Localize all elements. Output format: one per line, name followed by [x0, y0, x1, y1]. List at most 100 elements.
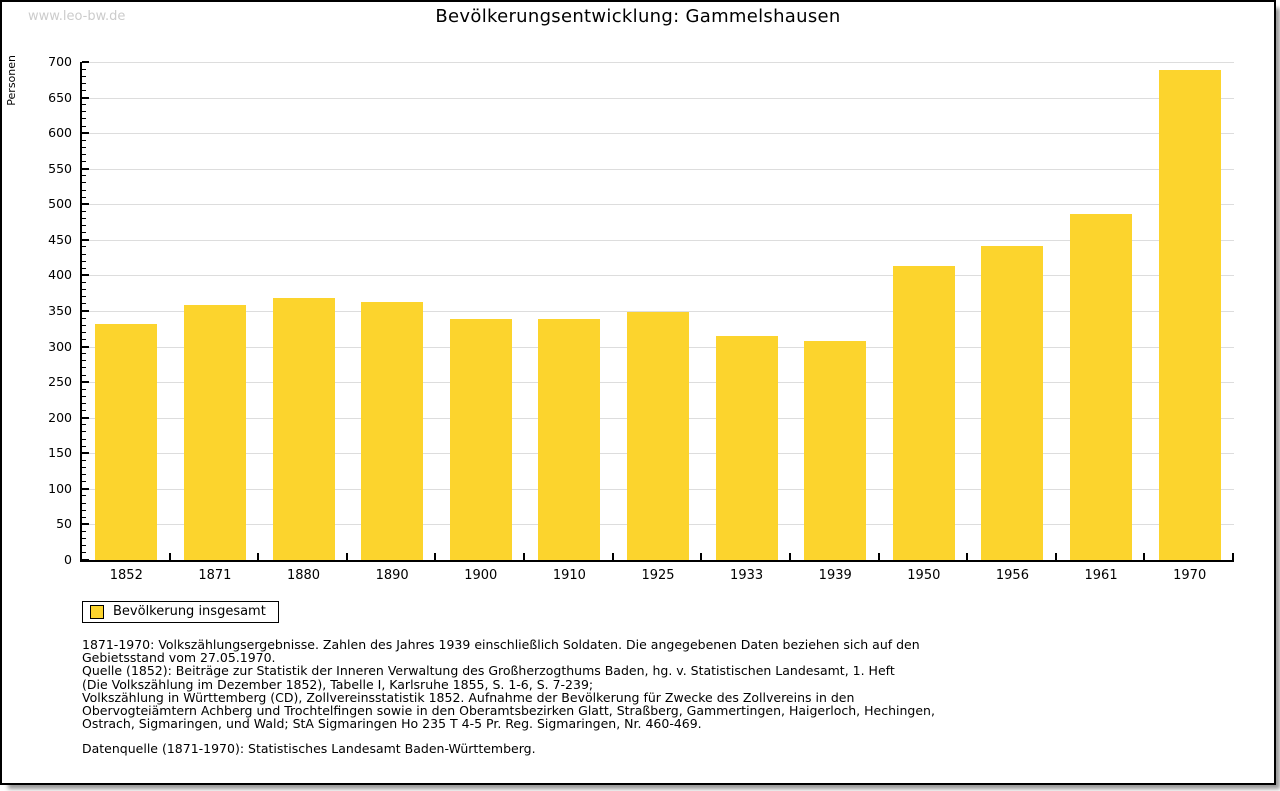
y-tick-label: 100 [48, 480, 72, 496]
y-axis-tick [82, 289, 86, 291]
x-axis-tick [257, 553, 259, 560]
y-axis-tick [82, 388, 86, 390]
y-tick-label: 550 [48, 160, 72, 176]
y-axis-tick [82, 132, 89, 135]
x-tick-label: 1939 [818, 568, 852, 583]
y-axis-tick [82, 210, 86, 212]
y-axis-tick [82, 467, 86, 469]
y-axis-tick [82, 502, 86, 504]
x-tick-label: 1933 [730, 568, 764, 583]
x-tick-label: 1852 [109, 568, 143, 583]
y-tick-label: 0 [64, 552, 72, 567]
x-tick-label: 1871 [198, 568, 232, 583]
y-axis-tick [82, 189, 86, 191]
y-axis-tick [82, 118, 86, 120]
y-axis-tick [82, 516, 86, 518]
bar-1871 [183, 305, 246, 560]
bar-1852 [95, 323, 158, 560]
y-axis-tick [82, 296, 86, 298]
x-axis-tick [878, 553, 880, 560]
y-axis-tick [82, 154, 86, 155]
y-axis-tick [82, 89, 86, 91]
y-axis-tick [82, 324, 86, 326]
x-tick-label: 1950 [907, 568, 941, 583]
y-axis-tick [82, 238, 89, 241]
footnotes: 1871-1970: Volkszählungsergebnisse. Zahl… [82, 637, 935, 732]
y-axis-tick [82, 111, 86, 113]
y-axis-tick [82, 545, 86, 547]
y-axis-tick [82, 438, 86, 440]
y-tick-label: 450 [48, 231, 72, 247]
bar-1956 [981, 245, 1044, 560]
bar-1961 [1070, 214, 1133, 560]
y-axis-tick [82, 218, 86, 220]
bar-1890 [361, 302, 424, 560]
gridline-650 [82, 97, 1234, 99]
bar-1900 [449, 318, 512, 560]
x-tick-label: 1900 [464, 568, 498, 583]
y-tick-label: 250 [48, 374, 72, 390]
x-axis-tick [789, 553, 791, 560]
y-tick-label: 700 [48, 54, 72, 69]
y-axis-tick [82, 225, 86, 227]
y-tick-label: 600 [48, 125, 72, 141]
y-axis-tick [82, 552, 86, 554]
y-axis-tick [82, 232, 86, 234]
footnote-line: (Die Volkszählung im Dezember 1852), Tab… [82, 676, 594, 692]
y-tick-label: 650 [48, 89, 72, 105]
y-axis-tick [82, 395, 86, 397]
y-axis-tick [82, 267, 86, 269]
y-axis-tick [82, 445, 86, 447]
x-axis-tick [1143, 553, 1145, 560]
x-axis-tick [523, 553, 525, 560]
y-axis-tick [82, 75, 86, 77]
x-tick-label: 1890 [375, 568, 409, 583]
gridline-450 [82, 239, 1234, 241]
y-axis-tick [82, 481, 86, 483]
x-axis-tick [1055, 553, 1057, 560]
y-axis-tick [82, 125, 86, 127]
footnote-line: Ostrach, Sigmaringen, und Wald; StA Sigm… [82, 716, 702, 732]
y-axis-tick [82, 61, 89, 63]
y-axis-tick [82, 282, 86, 284]
x-tick-label: 1880 [286, 568, 321, 583]
y-axis-tick [82, 523, 89, 526]
y-axis-tick [82, 274, 89, 277]
y-axis-tick [82, 253, 86, 255]
y-axis-tick [82, 104, 86, 106]
footnote-line: Volkszählung in Württemberg (CD), Zollve… [82, 689, 855, 705]
y-axis-tick [82, 246, 86, 248]
y-axis-tick [82, 381, 89, 384]
bar-1933 [715, 335, 778, 560]
watermark: www.leo-bw.de [28, 9, 126, 24]
y-axis-tick [82, 559, 89, 561]
y-tick-label: 400 [48, 267, 72, 283]
y-axis-tick [82, 310, 89, 312]
y-axis-tick [82, 509, 86, 511]
y-axis-tick [82, 161, 86, 163]
bar-1950 [892, 266, 955, 560]
gridline-550 [82, 168, 1234, 170]
y-axis-tick [82, 495, 86, 497]
y-axis-tick [82, 167, 89, 170]
bar-1925 [627, 312, 689, 560]
y-axis-tick [82, 403, 86, 404]
y-axis-tick [82, 203, 89, 206]
legend-swatch [90, 605, 104, 619]
x-axis-tick [1232, 553, 1234, 560]
y-axis-tick [82, 410, 86, 412]
y-tick-label: 50 [56, 516, 72, 532]
footnote-line: 1871-1970: Volkszählungsergebnisse. Zahl… [82, 637, 920, 652]
x-tick-label: 1925 [641, 568, 675, 583]
legend-label: Bevölkerung insgesamt [113, 604, 266, 619]
gridline-350 [82, 311, 1234, 312]
y-axis-tick [82, 531, 86, 533]
y-axis-tick [82, 338, 86, 340]
y-axis-tick [82, 353, 86, 355]
y-axis-tick [82, 96, 89, 99]
y-axis-tick [82, 459, 86, 461]
chart-title: Bevölkerungsentwicklung: Gammelshausen [435, 6, 841, 27]
y-tick-label: 200 [48, 409, 72, 425]
y-axis-tick [82, 345, 89, 348]
y-axis-tick [82, 367, 86, 369]
